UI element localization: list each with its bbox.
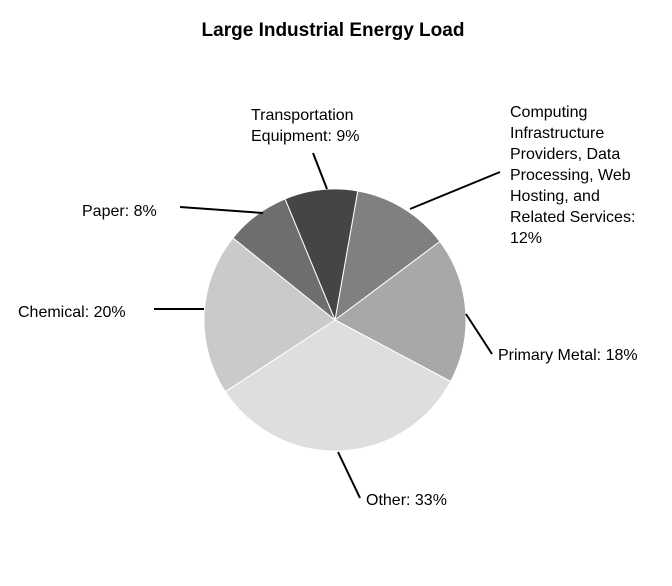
leader-line-3 bbox=[337, 451, 361, 499]
leader-line-5 bbox=[179, 206, 264, 214]
pie-slice-1 bbox=[334, 190, 441, 322]
pie-slice-4 bbox=[203, 237, 336, 393]
leader-line-6 bbox=[312, 152, 328, 190]
leader-lines bbox=[154, 152, 501, 499]
leader-line-1 bbox=[409, 171, 501, 210]
slice-label-6: Transportation Equipment: 9% bbox=[251, 107, 360, 145]
slice-label-1: Computing Infrastructure Providers, Data Pr… bbox=[510, 104, 635, 247]
slice-label-2: Primary Metal: 18% bbox=[498, 347, 638, 364]
slice-label-3: Other: 33% bbox=[366, 492, 447, 509]
slice-label-4: Chemical: 20% bbox=[18, 304, 126, 321]
slices-layer bbox=[203, 188, 467, 452]
pie-slice-2 bbox=[334, 240, 467, 383]
leader-line-2 bbox=[465, 313, 493, 355]
slice-labels: Computing Infrastructure Providers, Data Pr… bbox=[18, 104, 638, 509]
pie-slice-3 bbox=[224, 319, 452, 452]
chart-title: Large Industrial Energy Load bbox=[202, 20, 465, 41]
slice-label-5: Paper: 8% bbox=[82, 203, 157, 220]
pie-slice-6 bbox=[284, 188, 359, 322]
